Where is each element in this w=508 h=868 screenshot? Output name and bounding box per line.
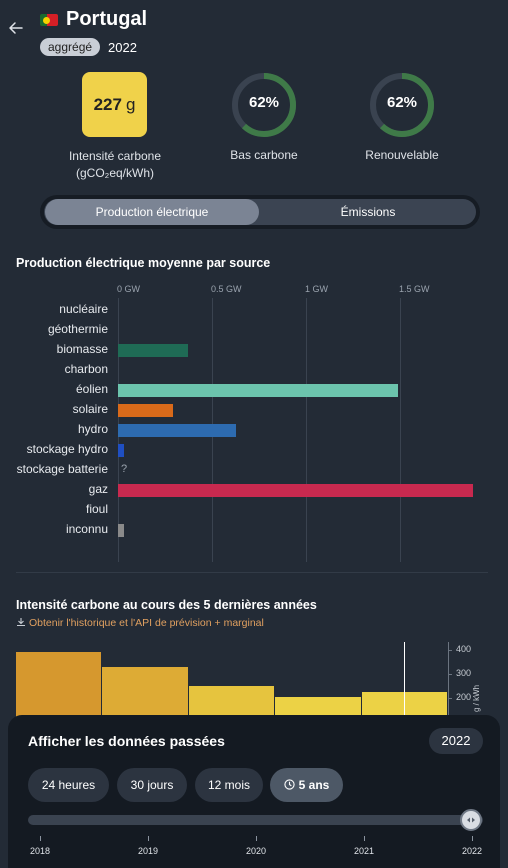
divider xyxy=(16,572,488,573)
slider-tick xyxy=(148,836,149,841)
source-label: charbon xyxy=(64,362,108,376)
download-history-link[interactable]: Obtenir l'historique et l'API de prévisi… xyxy=(16,617,264,629)
selected-year-marker xyxy=(404,642,405,722)
bar-éolien[interactable] xyxy=(118,384,399,397)
source-label: nucléaire xyxy=(59,302,108,316)
slider-year-label: 2022 xyxy=(462,846,483,856)
range-12m-button[interactable]: 12 mois xyxy=(195,768,263,802)
download-history-text: Obtenir l'historique et l'API de prévisi… xyxy=(29,617,264,629)
download-icon xyxy=(17,618,25,627)
bar-biomasse[interactable] xyxy=(118,344,188,357)
low-carbon-value: 62% xyxy=(248,94,280,111)
renewable-value: 62% xyxy=(386,94,418,111)
y-axis xyxy=(448,642,449,722)
x-tick-label: 1 GW xyxy=(305,284,329,294)
slider-year-label: 2020 xyxy=(246,846,267,856)
gridline xyxy=(400,298,401,562)
carbon-intensity-unit: g xyxy=(125,94,136,114)
slider-tick xyxy=(364,836,365,841)
x-tick-label: 0 GW xyxy=(117,284,141,294)
range-5y-label: 5 ans xyxy=(298,778,330,792)
tab-production[interactable]: Production électrique xyxy=(45,199,259,225)
carbon-intensity-label-line1: Intensité carbone xyxy=(68,149,162,163)
tab-emissions[interactable]: Émissions xyxy=(340,205,396,219)
history-slider-track[interactable] xyxy=(28,815,483,825)
slider-year-label: 2021 xyxy=(354,846,375,856)
source-label: fioul xyxy=(85,502,108,516)
bar-stockage-hydro[interactable] xyxy=(118,444,124,457)
history-panel-title: Afficher les données passées xyxy=(28,733,225,749)
carbon-intensity-label-line2: (gCO₂eq/kWh) xyxy=(75,166,154,180)
y-tick-label: 200 xyxy=(456,692,472,702)
selected-year-chip[interactable]: 2022 xyxy=(429,728,483,754)
slider-tick xyxy=(40,836,41,841)
source-label: stockage batterie xyxy=(16,462,108,476)
portugal-flag-icon xyxy=(40,14,58,26)
source-label: hydro xyxy=(77,422,108,436)
clock-icon xyxy=(284,779,295,790)
bar-gaz[interactable] xyxy=(118,484,474,497)
history-chart-title: Intensité carbone au cours des 5 dernièr… xyxy=(16,598,317,612)
low-carbon-ring xyxy=(232,73,296,137)
y-tick-mark xyxy=(448,674,452,675)
slider-tick xyxy=(472,836,473,841)
source-label: stockage hydro xyxy=(26,442,108,456)
carbon-intensity-value: 227 xyxy=(93,94,122,114)
arrows-left-right-icon xyxy=(467,817,475,823)
source-label: biomasse xyxy=(56,342,108,356)
x-tick-label: 0.5 GW xyxy=(211,284,242,294)
range-5y-button[interactable]: 5 ans xyxy=(270,768,343,802)
range-24h-button[interactable]: 24 heures xyxy=(28,768,109,802)
source-label: solaire xyxy=(72,402,108,416)
low-carbon-label: Bas carbone xyxy=(230,148,298,162)
source-label: inconnu xyxy=(65,522,108,536)
source-label: éolien xyxy=(75,382,108,396)
y-axis-unit: g / kWh xyxy=(472,684,481,712)
bar-hydro[interactable] xyxy=(118,424,237,437)
slider-year-label: 2018 xyxy=(30,846,51,856)
source-label: gaz xyxy=(88,482,108,496)
carbon-intensity-label: Intensité carbone (gCO₂eq/kWh) xyxy=(60,148,170,182)
x-tick-label: 1.5 GW xyxy=(399,284,430,294)
carbon-intensity-box: 227 g xyxy=(82,72,147,137)
arrow-left-icon[interactable] xyxy=(8,20,24,36)
range-30d-button[interactable]: 30 jours xyxy=(117,768,187,802)
y-tick-mark xyxy=(448,650,452,651)
bar-inconnu[interactable] xyxy=(118,524,124,537)
missing-data-marker: ? xyxy=(121,463,128,475)
bar-solaire[interactable] xyxy=(118,404,173,417)
aggregated-badge: aggrégé xyxy=(40,38,101,56)
production-chart-title: Production électrique moyenne par source xyxy=(16,256,271,270)
history-slider-thumb[interactable] xyxy=(460,809,482,831)
gridline xyxy=(306,298,307,562)
country-title: Portugal xyxy=(66,8,148,30)
renewable-label: Renouvelable xyxy=(365,148,439,162)
slider-tick xyxy=(256,836,257,841)
y-tick-label: 400 xyxy=(456,644,472,654)
y-tick-label: 300 xyxy=(456,668,472,678)
y-tick-mark xyxy=(448,698,452,699)
renewable-ring xyxy=(370,73,434,137)
header-year: 2022 xyxy=(108,40,137,55)
slider-year-label: 2019 xyxy=(138,846,159,856)
source-label: géothermie xyxy=(47,322,108,336)
